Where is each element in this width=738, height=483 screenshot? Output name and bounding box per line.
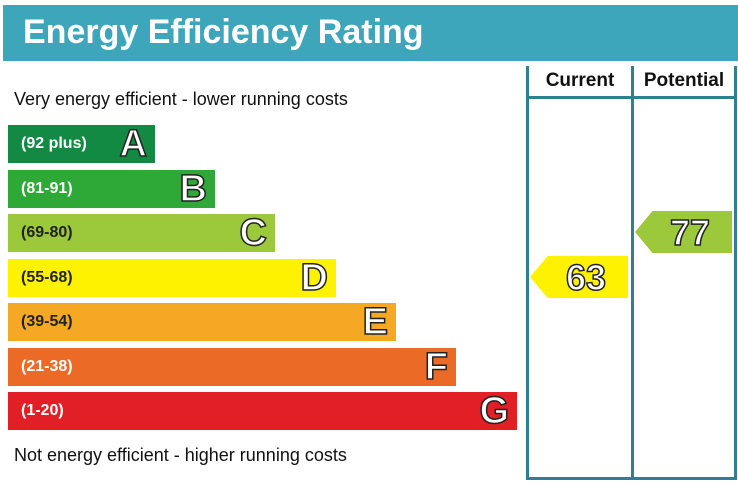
- band-range: (55-68): [21, 269, 73, 286]
- title-bar: Energy Efficiency Rating: [3, 5, 738, 61]
- band-letter: C: [239, 211, 268, 255]
- band-range: (21-38): [21, 358, 73, 375]
- band-f: (21-38) F: [8, 345, 456, 389]
- divider: [734, 66, 737, 480]
- band-range: (69-80): [21, 224, 73, 241]
- band-letter: F: [424, 345, 449, 389]
- band-letter: D: [300, 256, 329, 300]
- band-range: (92 plus): [21, 135, 87, 152]
- band-c: (69-80) C: [8, 211, 275, 255]
- potential-header: Potential: [643, 70, 725, 91]
- page-title: Energy Efficiency Rating: [23, 13, 424, 51]
- top-note: Very energy efficient - lower running co…: [14, 89, 348, 109]
- band-letter: E: [362, 300, 389, 344]
- divider: [526, 66, 529, 480]
- potential-rating-arrow: 77: [635, 211, 732, 253]
- bottom-note: Not energy efficient - higher running co…: [14, 445, 347, 465]
- band-a: (92 plus) A: [8, 122, 155, 166]
- current-header: Current: [545, 70, 615, 91]
- band-range: (39-54): [21, 313, 73, 330]
- divider: [526, 96, 737, 99]
- current-rating-value: 63: [565, 256, 607, 298]
- band-letter: G: [479, 389, 510, 433]
- band-d: (55-68) D: [8, 256, 336, 300]
- band-letter: A: [119, 122, 148, 166]
- current-rating-arrow: 63: [530, 256, 628, 298]
- band-g: (1-20) G: [8, 389, 517, 433]
- potential-rating-value: 77: [669, 211, 711, 253]
- divider: [526, 477, 737, 480]
- divider: [631, 66, 634, 480]
- band-e: (39-54) E: [8, 300, 396, 344]
- band-b: (81-91) B: [8, 167, 215, 211]
- band-range: (1-20): [21, 402, 64, 419]
- band-range: (81-91): [21, 180, 73, 197]
- band-letter: B: [179, 167, 208, 211]
